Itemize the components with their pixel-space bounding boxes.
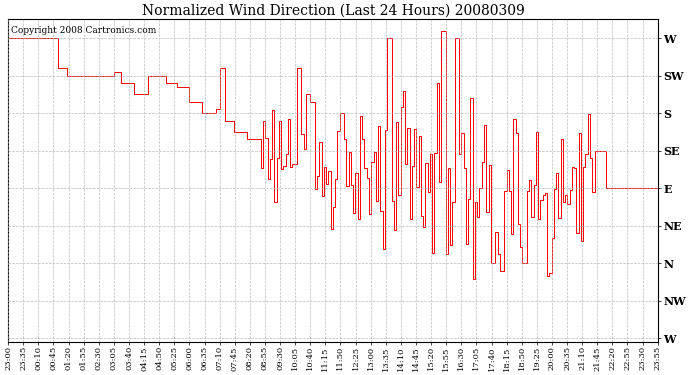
Title: Normalized Wind Direction (Last 24 Hours) 20080309: Normalized Wind Direction (Last 24 Hours… (141, 4, 524, 18)
Text: Copyright 2008 Cartronics.com: Copyright 2008 Cartronics.com (12, 26, 157, 35)
